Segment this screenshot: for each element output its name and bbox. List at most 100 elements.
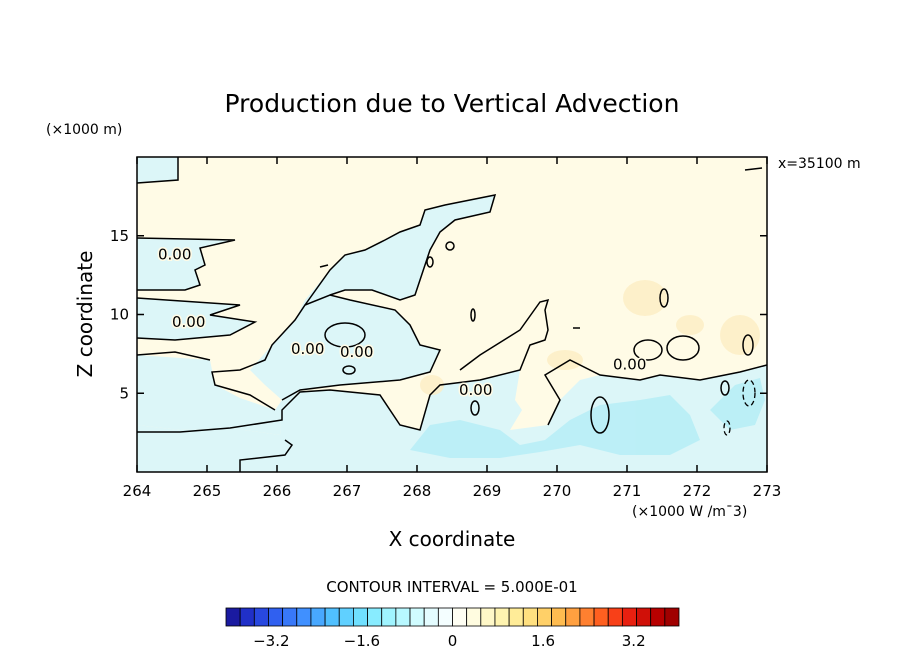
strong-positive-patch-5 [676,315,704,335]
contour-closed-2 [590,396,610,434]
colorbar-swatch [367,607,383,627]
colorbar-tick-label: 0 [448,632,458,650]
x-tick-label: 265 [193,482,222,500]
colorbar-swatch [664,607,680,627]
contour-line-upper [304,194,497,306]
colorbar-swatch [282,607,298,627]
colorbar-swatch [409,607,425,627]
x-tick-label: 267 [333,482,362,500]
colorbar-swatch [324,607,340,627]
colorbar-swatch [593,607,609,627]
colorbar-swatch [522,607,538,627]
colorbar-swatch [650,607,666,627]
x-location-annotation: x=35100 m [778,156,861,172]
colorbar-swatch [268,607,284,627]
colorbar-ticks: −3.2 −1.6 0 1.6 3.2 [253,632,646,650]
contour-line-top-right [744,167,763,171]
x-unit-label: (×1000 W /m¯3) [632,504,747,520]
colorbar-swatch [480,607,496,627]
contour-line-right-bottom [543,359,767,426]
colorbar-swatch [466,607,482,627]
colorbar-tick-label: 3.2 [622,632,646,650]
contour-closed-9 [342,365,356,375]
strong-positive-patches [420,280,760,395]
y-axis-title: Z coordinate [73,251,97,378]
colorbar-swatch [338,607,354,627]
colorbar-swatch [607,607,623,627]
contour-closed-12 [470,308,476,322]
colorbar-swatch [253,607,269,627]
colorbar-swatch [494,607,510,627]
colorbar-swatch [621,607,637,627]
colorbar-swatch [225,607,241,627]
contour-line-small-1 [319,264,329,268]
y-tick-label: 10 [110,306,129,324]
strong-negative-patches [410,378,765,458]
colorbar-swatch [636,607,652,627]
x-tick-label: 272 [683,482,712,500]
contour-closed-1 [324,322,366,348]
colorbar-swatch [452,607,468,627]
plot-area [137,157,767,472]
contour-label: 0.00 [158,245,191,263]
x-tick-label: 264 [123,482,152,500]
negative-contour-lines [723,379,756,436]
x-axis-title: X coordinate [389,527,516,551]
colorbar-tick-label: −3.2 [253,632,289,650]
contour-line-bottom [137,298,550,433]
strong-positive-patch-2 [623,280,667,316]
colorbar [225,607,680,627]
contour-line-bottom-strip [239,439,294,472]
colorbar-tick-label: 1.6 [531,632,555,650]
contour-label: 0.00 [291,340,324,358]
x-tick-label: 273 [753,482,782,500]
colorbar-swatch [353,607,368,627]
colorbar-swatch [395,607,411,627]
contour-label: 0.00 [340,343,373,361]
x-tick-label: 266 [263,482,292,500]
colorbar-swatch [508,607,524,627]
contour-closed-7 [720,380,730,396]
strong-positive-patch-4 [547,350,583,370]
contour-label: 0.00 [613,356,646,374]
colorbar-tick-label: −1.6 [344,632,380,650]
colorbar-swatch [537,607,552,627]
contour-lines [137,157,767,472]
contour-label: 0.00 [172,313,205,331]
strong-negative-patch-2 [710,378,765,430]
negative-region-top-left [137,157,178,183]
contour-line-top-left [137,157,179,184]
contour-line-left-lower [137,351,211,361]
x-tick-label: 271 [613,482,642,500]
strong-negative-patch-1 [410,395,700,458]
x-tick-label: 270 [543,482,572,500]
contour-interval-text: CONTOUR INTERVAL = 5.000E-01 [326,578,577,596]
colorbar-swatch [423,607,439,627]
dashed-contour-1 [742,379,756,407]
strong-positive-patch-3 [720,315,760,355]
colorbar-swatch [565,607,581,627]
colorbar-swatch [579,607,595,627]
x-tick-label: 268 [403,482,432,500]
contour-line-left-upper [137,237,236,291]
negative-region-left-bands [137,298,255,340]
colorbar-swatch [551,607,567,627]
strong-positive-patch-1 [420,375,444,395]
colorbar-swatch [296,607,312,627]
colorbar-swatch [437,607,453,627]
y-unit-label: (×1000 m) [46,122,122,138]
contour-closed-11 [426,256,434,268]
y-axis: 5 10 15 [110,227,767,402]
contour-closed-8 [470,400,480,416]
contour-line-left-bands [137,297,258,341]
negative-region-mid-upper [295,195,495,320]
contour-closed-4 [666,335,700,361]
x-axis: 264 265 266 267 268 269 270 271 272 273 [123,157,782,500]
negative-region-left-upper [137,238,235,290]
contour-label: 0.00 [459,381,492,399]
contour-closed-10 [445,241,455,251]
colorbar-swatch [239,607,255,627]
negative-region-left-lower [137,295,440,435]
contour-labels: 0.00 0.00 0.00 0.00 0.00 0.00 [157,244,648,400]
